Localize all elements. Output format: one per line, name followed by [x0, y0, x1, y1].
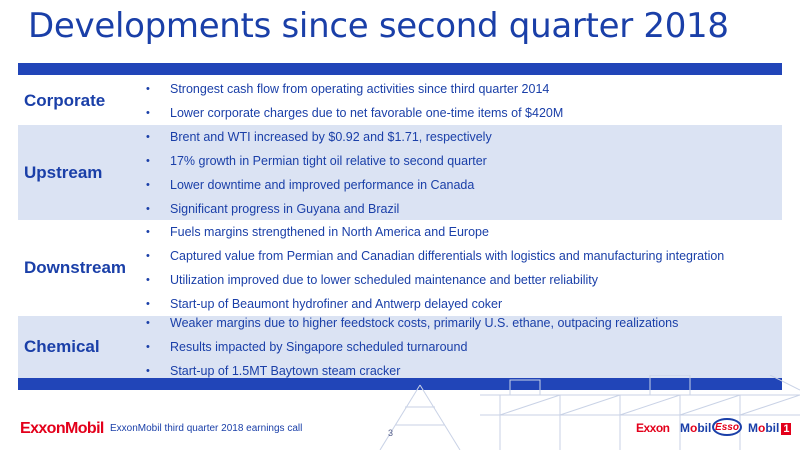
bullet-icon: •: [146, 250, 150, 262]
bullet-icon: •: [146, 178, 150, 191]
bullet-item: • Start-up of Beaumont hydrofiner and Ant…: [146, 297, 503, 311]
bullet-item: • Weaker margins due to higher feedstock …: [146, 316, 679, 330]
bullet-list: • Strongest cash flow from operating acti…: [146, 77, 782, 125]
section-downstream: Downstream • Fuels margins strengthened i…: [18, 221, 782, 315]
bullet-icon: •: [146, 130, 150, 143]
bullet-item: • Lower corporate charges due to net favo…: [146, 105, 564, 120]
platform-watermark-icon: [360, 375, 800, 450]
bullet-item: • Brent and WTI increased by $0.92 and $1…: [146, 129, 492, 144]
bullet-icon: •: [146, 341, 150, 353]
section-label: Upstream: [24, 162, 103, 182]
bullet-item: • Lower downtime and improved performance…: [146, 177, 475, 192]
mobil1-brand-logo: Mobil 1: [748, 421, 792, 435]
section-label: Downstream: [24, 258, 127, 277]
section-chemical: Chemical • Weaker margins due to higher f…: [18, 316, 782, 378]
bullet-icon: •: [146, 106, 150, 119]
bullet-icon: •: [146, 82, 150, 95]
bottom-rule: [18, 378, 782, 390]
esso-brand-logo: Esso: [712, 418, 742, 436]
bullet-list: • Brent and WTI increased by $0.92 and $1…: [146, 125, 782, 221]
bullet-item: • Significant progress in Guyana and Braz…: [146, 201, 400, 216]
footer: ExxonMobil ExxonMobil third quarter 2018…: [0, 412, 800, 450]
bullet-icon: •: [146, 154, 150, 167]
section-corporate: Corporate • Strongest cash flow from oper…: [18, 77, 782, 124]
bullet-icon: •: [146, 298, 150, 310]
section-label: Chemical: [24, 337, 100, 356]
top-rule: [18, 63, 782, 75]
bullet-icon: •: [146, 317, 150, 329]
slide-title: Developments since second quarter 2018: [28, 6, 729, 46]
bullet-list: • Weaker margins due to higher feedstock …: [146, 311, 782, 383]
bullet-item: • Utilization improved due to lower sched…: [146, 273, 599, 287]
bullet-icon: •: [146, 274, 150, 286]
bullet-item: • 17% growth in Permian tight oil relativ…: [146, 153, 487, 168]
footer-caption: ExxonMobil third quarter 2018 earnings c…: [110, 423, 303, 434]
section-label: Corporate: [24, 90, 106, 110]
bullet-item: • Start-up of 1.5MT Baytown steam cracker: [146, 364, 401, 378]
bullet-icon: •: [146, 365, 150, 377]
mobil-brand-logo: Mobil: [680, 421, 712, 435]
bullet-item: • Fuels margins strengthened in North Ame…: [146, 225, 489, 239]
bullet-item: • Captured value from Permian and Canadia…: [146, 249, 725, 263]
exxonmobil-logo: ExxonMobil: [20, 420, 104, 437]
bullet-list: • Fuels margins strengthened in North Ame…: [146, 220, 782, 316]
page-number: 3: [388, 428, 394, 438]
exxon-brand-logo: Exxon: [636, 421, 670, 435]
bullet-icon: •: [146, 202, 150, 215]
bullet-item: • Results impacted by Singapore scheduled…: [146, 340, 468, 354]
bullet-item: • Strongest cash flow from operating acti…: [146, 81, 550, 96]
bullet-icon: •: [146, 226, 150, 238]
section-upstream: Upstream • Brent and WTI increased by $0.…: [18, 125, 782, 220]
